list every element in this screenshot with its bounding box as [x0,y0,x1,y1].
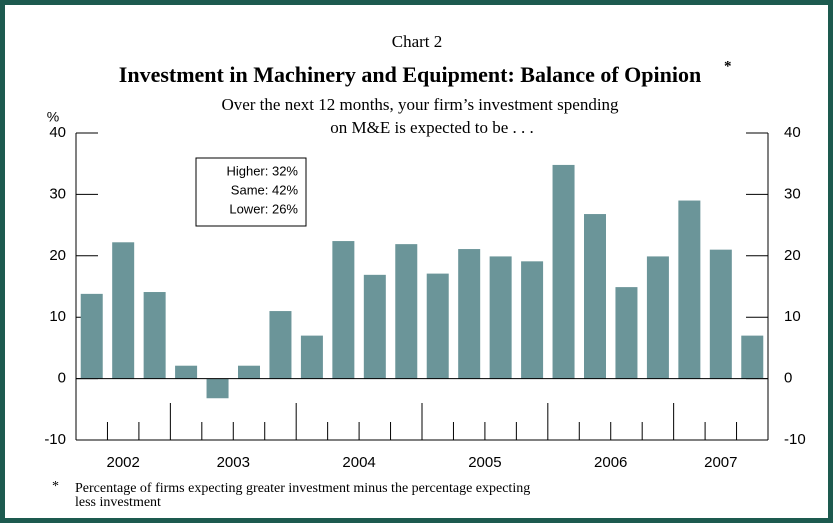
chart-title: Investment in Machinery and Equipment: B… [119,62,701,87]
bar [489,256,512,379]
y-tick-label-right: -10 [784,431,806,448]
bar [238,365,260,379]
footnote: Percentage of firms expecting greater in… [75,481,530,496]
x-group-label: 2003 [217,454,250,471]
y-tick-label-right: 0 [784,370,792,387]
x-group-label: 2006 [594,454,627,471]
x-group-label: 2002 [106,454,139,471]
bar [584,214,606,379]
bar [521,261,544,379]
bar [615,287,638,379]
bar [552,164,575,379]
y-tick-label-right: 20 [784,247,801,264]
bar [269,311,292,379]
x-group-label: 2004 [342,454,375,471]
y-tick-label: 40 [49,124,66,141]
title-marker: * [724,58,732,74]
bar [458,249,481,379]
bar [300,335,323,379]
bar [678,200,701,379]
y-tick-label: 30 [49,185,66,202]
subtitle: on M&E is expected to be . . . [330,118,534,137]
bar [709,249,732,379]
bar [332,241,355,379]
bar [143,292,166,379]
footnote: less investment [75,495,161,510]
bar [741,335,764,379]
x-group-label: 2005 [468,454,501,471]
y-tick-label: 0 [58,370,66,387]
bar [80,293,103,379]
annotation: Lower: 26% [229,201,298,216]
y-tick-label: 10 [49,308,66,325]
bar [426,273,449,379]
y-tick-label-right: 10 [784,308,801,325]
bar [175,365,198,379]
footnote-marker: * [52,479,59,494]
legend-box [195,157,307,227]
y-unit: % [47,109,59,125]
x-group-label: 2007 [704,454,737,471]
y-tick-label: -10 [44,431,66,448]
bar [206,378,229,399]
subtitle: Over the next 12 months, your firm’s inv… [221,95,619,114]
bar [395,244,418,379]
bar [646,256,669,379]
y-tick-label: 20 [49,247,66,264]
bar [112,242,135,379]
annotation: Same: 42% [231,182,299,197]
annotation: Higher: 32% [226,163,298,178]
y-tick-label-right: 30 [784,185,801,202]
bar [363,274,386,379]
chart-label: Chart 2 [392,32,443,51]
y-tick-label-right: 40 [784,124,801,141]
